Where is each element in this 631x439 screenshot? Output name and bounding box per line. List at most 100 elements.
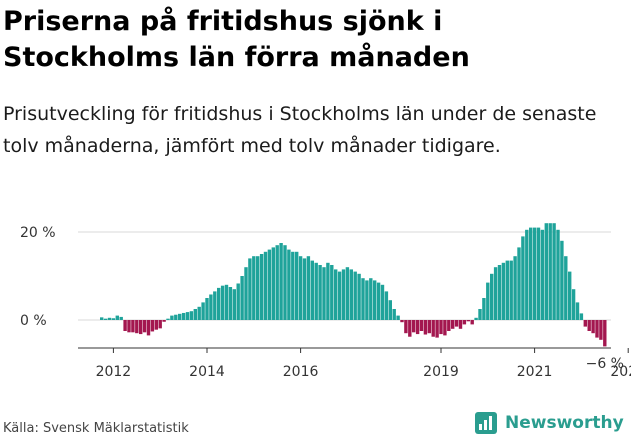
bar bbox=[462, 320, 467, 325]
bar bbox=[454, 320, 459, 327]
bar bbox=[353, 271, 357, 320]
bar bbox=[532, 227, 537, 320]
bar bbox=[154, 320, 158, 330]
bar bbox=[139, 320, 143, 335]
bar bbox=[181, 312, 186, 320]
bar bbox=[217, 287, 221, 320]
bar bbox=[267, 249, 272, 320]
bar bbox=[357, 273, 361, 320]
bar bbox=[517, 247, 521, 320]
bar bbox=[275, 245, 279, 320]
bar bbox=[232, 289, 236, 320]
bar bbox=[474, 317, 478, 320]
bar bbox=[376, 282, 381, 320]
bars bbox=[100, 223, 607, 347]
y-tick-label: 20 % bbox=[20, 225, 56, 241]
bar bbox=[224, 284, 229, 320]
bar bbox=[509, 260, 513, 320]
bar bbox=[115, 315, 119, 320]
bar bbox=[259, 254, 264, 320]
bar bbox=[392, 309, 396, 320]
bar bbox=[201, 302, 205, 320]
bar bbox=[291, 251, 295, 320]
bar bbox=[318, 265, 322, 320]
bar bbox=[349, 269, 353, 320]
bar bbox=[583, 320, 587, 327]
bar bbox=[326, 262, 330, 320]
chart-title: Priserna på fritidshus sjönk i Stockholm… bbox=[3, 6, 470, 73]
bar bbox=[482, 298, 486, 320]
bar bbox=[571, 289, 576, 320]
bar bbox=[189, 311, 194, 320]
bar bbox=[271, 247, 275, 320]
brand-logo[interactable]: Newsworthy bbox=[475, 408, 624, 438]
y-tick-label: 0 % bbox=[20, 313, 47, 329]
bar bbox=[443, 320, 447, 336]
bar bbox=[209, 294, 213, 320]
bar bbox=[322, 267, 326, 320]
bar bbox=[544, 223, 548, 320]
bar bbox=[365, 280, 369, 320]
bar bbox=[435, 320, 439, 338]
bar bbox=[146, 320, 151, 336]
bar bbox=[497, 265, 502, 320]
bar bbox=[466, 320, 470, 322]
bar bbox=[579, 313, 584, 320]
bar bbox=[431, 320, 435, 337]
bar bbox=[337, 271, 342, 320]
bar bbox=[178, 313, 182, 320]
bar bbox=[107, 317, 112, 320]
bar bbox=[490, 273, 494, 320]
bar bbox=[127, 320, 131, 333]
bar bbox=[513, 256, 517, 320]
source-note: Källa: Svensk Mäklarstatistik bbox=[3, 421, 189, 436]
bar bbox=[123, 320, 127, 331]
bar bbox=[373, 280, 377, 320]
x-tick-label: 2019 bbox=[423, 364, 459, 380]
last-value-label: −6 % bbox=[586, 356, 624, 372]
bar bbox=[447, 320, 451, 331]
bar bbox=[458, 320, 463, 329]
bar bbox=[400, 320, 404, 323]
bar bbox=[174, 314, 178, 320]
bar bbox=[142, 320, 147, 333]
bar bbox=[396, 315, 400, 320]
newsworthy-logo-icon bbox=[475, 412, 497, 434]
bar bbox=[478, 309, 482, 320]
x-tick-label: 2012 bbox=[96, 364, 132, 380]
bar bbox=[213, 291, 217, 320]
bar bbox=[560, 240, 564, 320]
bar bbox=[103, 318, 108, 320]
bar bbox=[310, 260, 314, 320]
x-tick-label: 2023 bbox=[610, 364, 631, 380]
bar bbox=[529, 227, 533, 320]
bar bbox=[556, 229, 560, 320]
bar bbox=[493, 267, 498, 320]
bar bbox=[263, 251, 268, 320]
bar bbox=[427, 320, 431, 334]
bar bbox=[404, 320, 408, 334]
bar bbox=[279, 243, 283, 320]
bar bbox=[595, 320, 599, 338]
bar bbox=[505, 260, 509, 320]
bar bbox=[193, 309, 197, 320]
bar bbox=[525, 229, 529, 320]
bar bbox=[228, 287, 233, 320]
bar bbox=[170, 315, 174, 320]
bar bbox=[587, 320, 591, 331]
bar bbox=[369, 278, 373, 320]
bar bbox=[295, 251, 299, 320]
bar bbox=[135, 320, 139, 334]
bar bbox=[384, 291, 389, 320]
bar bbox=[240, 276, 244, 320]
bar-chart: 20 % 0 % 2012 2014 2016 2019 2021 2023−6 % bbox=[20, 223, 631, 380]
bar bbox=[162, 320, 166, 322]
bar bbox=[306, 256, 311, 320]
bar bbox=[330, 265, 334, 320]
bar bbox=[536, 227, 541, 320]
bar bbox=[486, 282, 490, 320]
bar bbox=[540, 229, 545, 320]
bar bbox=[451, 320, 455, 329]
bar bbox=[568, 271, 572, 320]
bar bbox=[111, 318, 116, 320]
